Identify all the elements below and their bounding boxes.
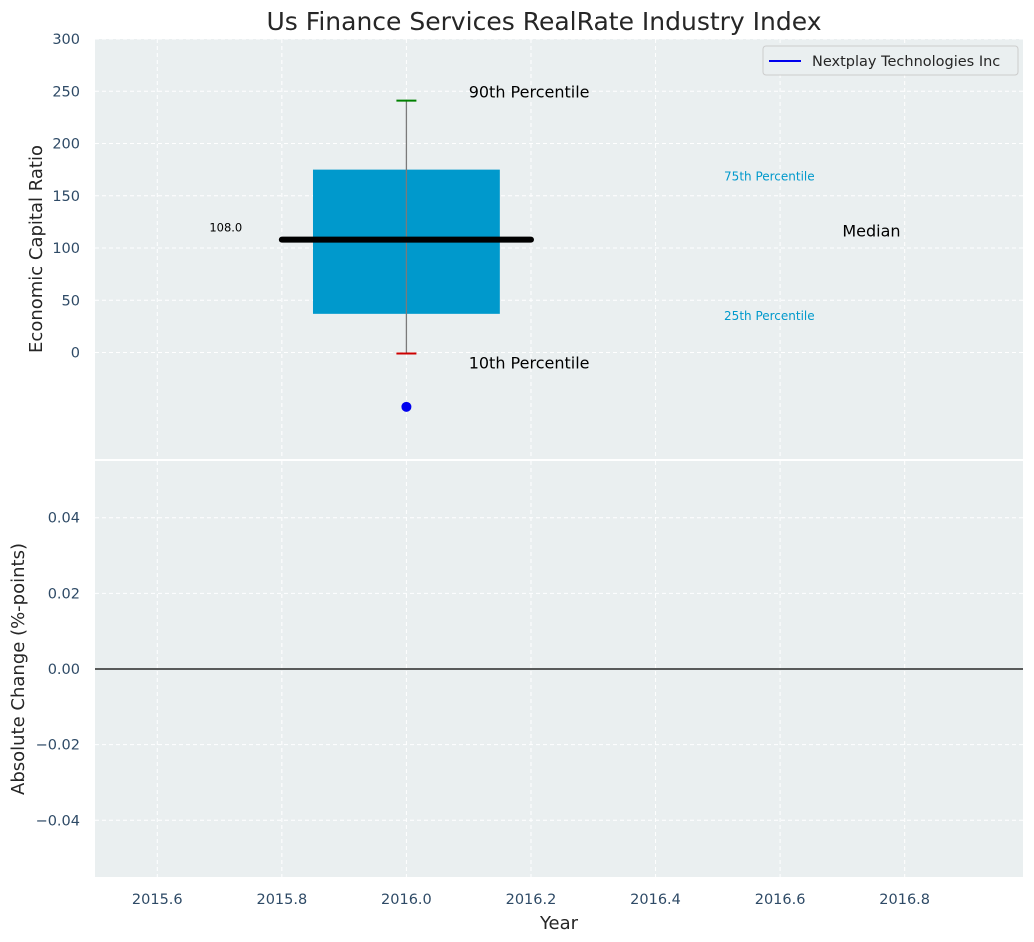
bottom-y-tick-label: −0.04: [36, 813, 80, 829]
legend: Nextplay Technologies Inc: [762, 45, 1019, 76]
top-y-tick-label: 150: [52, 189, 80, 205]
x-tick-label: 2016.6: [755, 892, 806, 908]
top-y-tick-label: 100: [52, 241, 80, 257]
chart-title: Us Finance Services RealRate Industry In…: [267, 7, 822, 36]
p90-annotation: 90th Percentile: [469, 83, 590, 102]
percentile-annotations: 90th Percentile 10th Percentile 75th Perce…: [469, 83, 901, 373]
company-point: [401, 401, 412, 412]
x-tick-label: 2016.8: [879, 892, 930, 908]
median-value-label: 108.0: [209, 221, 242, 235]
bottom-y-tick-label: 0.00: [48, 662, 80, 678]
top-y-tick-labels: 0 50 100 150 200 250 300: [52, 32, 80, 362]
top-panel: 0 50 100 150 200 250 300 108.0 90th Percentile…: [26, 7, 1023, 459]
x-tick-label: 2015.6: [132, 892, 183, 908]
top-y-tick-label: 0: [71, 346, 80, 362]
top-y-tick-label: 50: [62, 293, 80, 309]
p25-annotation: 25th Percentile: [724, 309, 815, 323]
x-tick-label: 2016.4: [630, 892, 681, 908]
top-y-tick-label: 300: [52, 32, 80, 48]
top-plot-background: [95, 39, 1023, 459]
top-y-tick-label: 200: [52, 137, 80, 153]
legend-entry-label: Nextplay Technologies Inc: [812, 54, 1000, 70]
box-plot: 108.0: [209, 99, 534, 412]
p75-annotation: 75th Percentile: [724, 170, 815, 184]
legend-box: [762, 45, 1019, 76]
bottom-panel: −0.04 −0.02 0.00 0.02 0.04 2015.6 2015.8 2016.…: [8, 461, 1023, 934]
top-y-axis-label: Economic Capital Ratio: [26, 145, 47, 353]
x-tick-label: 2016.2: [506, 892, 557, 908]
bottom-y-tick-label: 0.04: [48, 511, 80, 527]
bottom-y-tick-label: −0.02: [36, 738, 80, 754]
p10-annotation: 10th Percentile: [469, 354, 590, 373]
bottom-y-tick-labels: −0.04 −0.02 0.00 0.02 0.04: [36, 511, 80, 830]
top-y-tick-label: 250: [52, 84, 80, 100]
x-axis-label: Year: [539, 913, 579, 934]
x-tick-labels: 2015.6 2015.8 2016.0 2016.2 2016.4 2016.6 2016…: [132, 892, 930, 908]
x-tick-label: 2016.0: [381, 892, 432, 908]
bottom-y-tick-label: 0.02: [48, 586, 80, 602]
bottom-y-axis-label: Absolute Change (%-points): [8, 543, 29, 795]
x-tick-label: 2015.8: [256, 892, 307, 908]
median-annotation: Median: [842, 222, 900, 241]
